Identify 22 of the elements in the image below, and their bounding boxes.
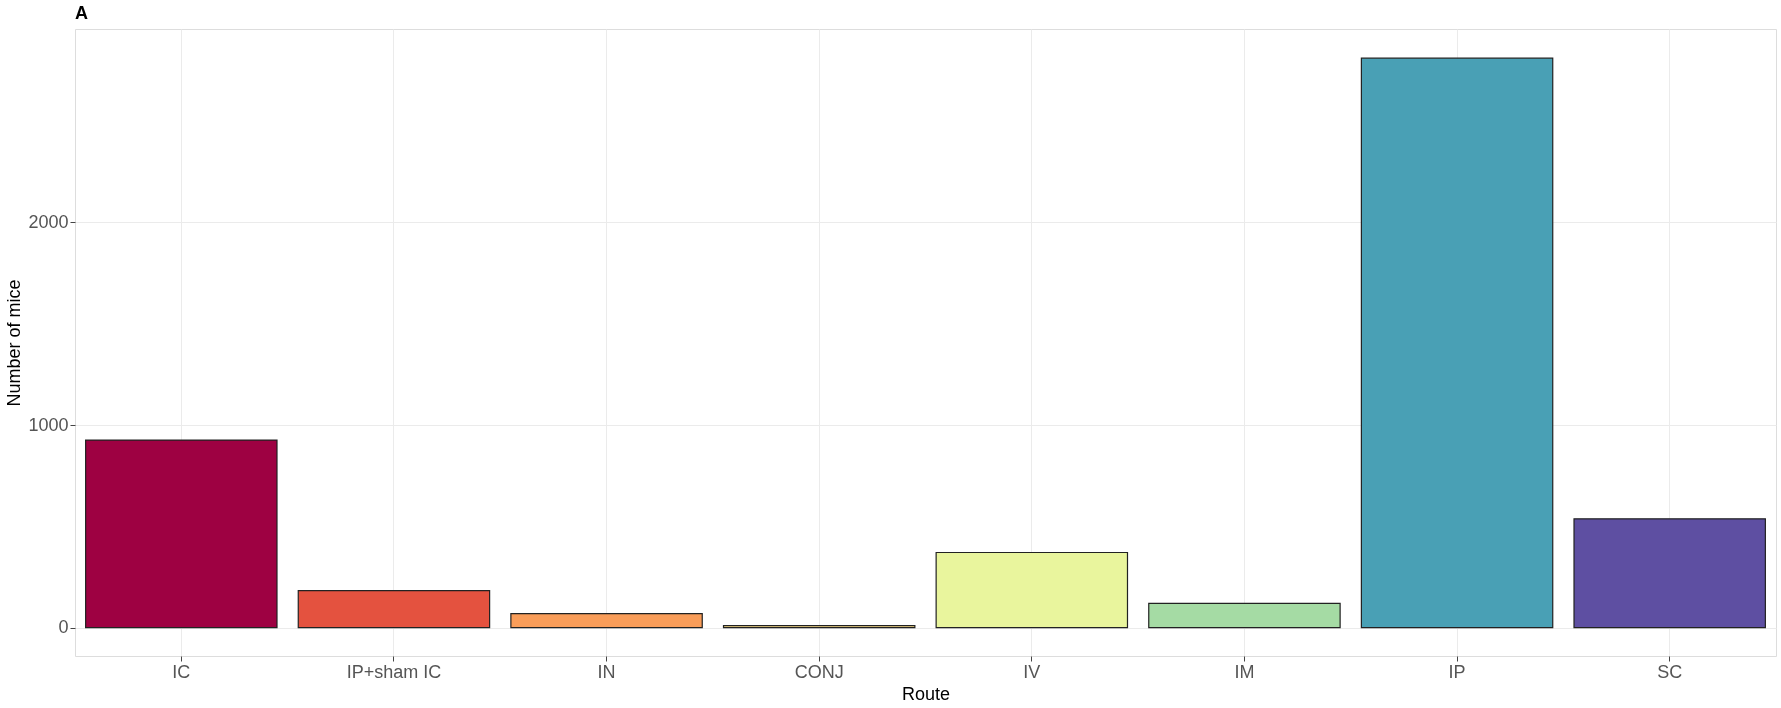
bar [297,589,491,629]
chart-title: A [75,3,88,23]
bar [1360,57,1554,629]
x-tick-label: SC [1657,661,1683,682]
y-tick-label: 2000 [28,211,69,232]
x-tick-label: CONJ [794,661,844,682]
x-tick-label: IP+sham IC [346,661,442,682]
y-tick-label: 0 [58,617,69,638]
bar [85,439,278,629]
x-tick-label: IP [1448,661,1466,682]
y-axis-title: Number of mice [4,279,25,407]
x-axis-title: Route [901,683,951,704]
bar [1148,602,1341,629]
bar [510,613,703,629]
bar [935,551,1129,629]
x-tick-label: IC [172,661,191,682]
x-tick-label: IM [1234,661,1255,682]
x-tick-label: IN [597,661,616,682]
bar [1573,518,1766,629]
x-tick-label: IV [1023,661,1041,682]
bar [722,625,916,629]
y-tick-label: 1000 [28,414,69,435]
